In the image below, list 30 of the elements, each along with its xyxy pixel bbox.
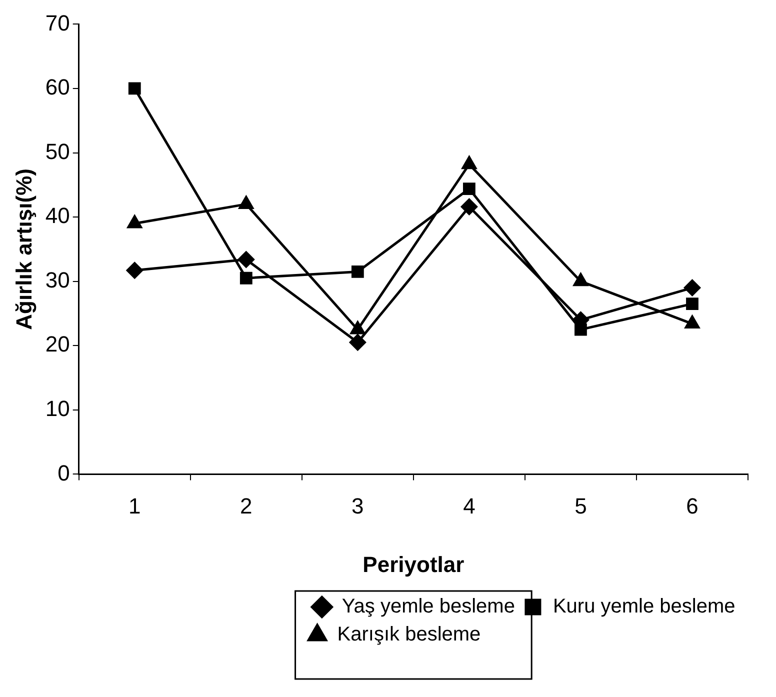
point (686, 298, 698, 310)
x-axis-title: Periyotlar (362, 552, 465, 577)
point (351, 266, 364, 278)
point (684, 280, 700, 296)
x-tick-label: 4 (463, 493, 476, 518)
legend-label: Yaş yemle besleme (342, 596, 515, 618)
legend-label: Kuru yemle besleme (552, 596, 736, 618)
point (462, 182, 476, 195)
legend-label: Karışık besleme (337, 624, 481, 646)
point (126, 262, 143, 279)
y-tick-label: 10 (45, 396, 70, 421)
x-tick-label: 5 (574, 493, 587, 518)
point (128, 82, 141, 95)
point (238, 251, 254, 268)
point (240, 272, 252, 284)
x-tick-label: 2 (240, 493, 252, 518)
point (349, 334, 366, 351)
y-tick-label: 0 (58, 460, 70, 486)
y-tick-label: 60 (45, 74, 70, 100)
y-tick-label: 50 (45, 138, 70, 164)
point (684, 316, 700, 329)
y-tick-label: 30 (45, 267, 70, 292)
y-tick-label: 20 (45, 332, 70, 357)
x-tick-label: 6 (686, 493, 698, 518)
y-axis-title: Ağırlık artışı(%) (11, 168, 36, 330)
x-tick-label: 3 (352, 493, 364, 518)
point (460, 198, 478, 216)
y-tick-label: 70 (45, 10, 70, 36)
x-tick-label: 1 (128, 493, 141, 518)
y-tick-label: 40 (45, 203, 70, 228)
